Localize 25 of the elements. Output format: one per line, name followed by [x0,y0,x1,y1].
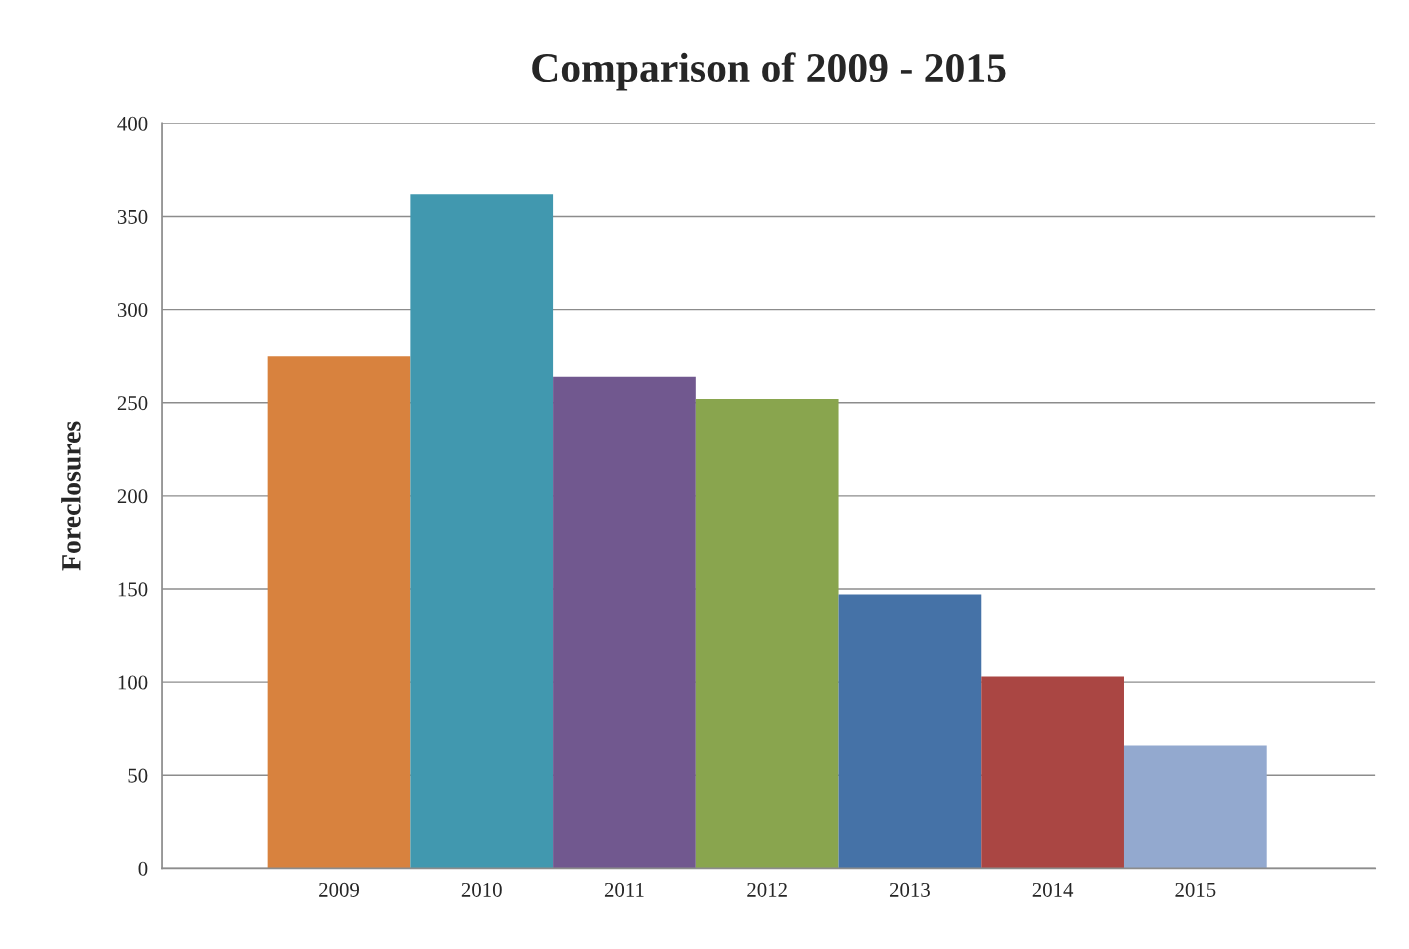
bar [695,399,839,869]
x-tick-label: 2011 [604,882,644,897]
bar [267,356,411,869]
y-tick-label: 100 [118,675,148,690]
y-tick-label: 300 [117,302,148,318]
y-tick-label: 400 [117,116,148,131]
x-tick-label: 2009 [319,882,359,897]
bar [838,594,982,869]
x-tick-label: 2014 [1032,882,1074,897]
y-tick-label: 50 [128,768,148,783]
y-tick-label: 200 [117,489,148,504]
bar [1123,745,1267,869]
y-tick-label: 350 [117,209,148,224]
y-tick-label: 250 [117,396,148,411]
bar [553,376,696,869]
x-tick-label: 2010 [461,882,502,897]
y-tick-label: 0 [138,861,148,876]
y-tick-label: 150 [118,582,148,597]
bar [981,676,1124,869]
chart-title: Comparison of 2009 - 2015 [532,52,1006,91]
y-axis-title: Foreclosures [61,421,81,571]
x-tick-label: 2012 [747,882,787,897]
x-tick-label: 2013 [889,882,930,897]
bar [410,194,554,869]
x-tick-label: 2015 [1175,882,1216,897]
